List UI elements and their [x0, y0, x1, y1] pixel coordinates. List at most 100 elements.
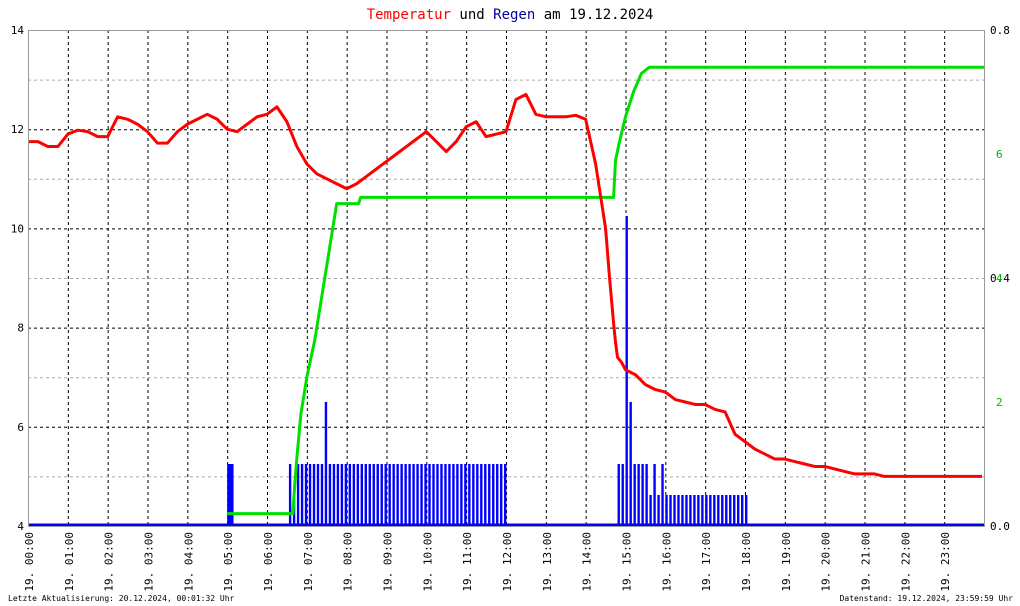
- rain-bar: [653, 464, 656, 526]
- rain-bar: [392, 464, 395, 526]
- rain-bar: [669, 495, 672, 526]
- x-tick-label: 19. 22:00: [899, 532, 912, 592]
- rain-bar: [713, 495, 716, 526]
- title-rain: Regen: [493, 7, 535, 23]
- x-tick-label: 19. 04:00: [182, 532, 195, 592]
- rain-bar: [428, 464, 431, 526]
- rain-bar: [460, 464, 463, 526]
- rain-bar: [689, 495, 692, 526]
- rain-bar: [629, 402, 632, 526]
- rain-bar: [496, 464, 499, 526]
- rain-bar: [633, 464, 636, 526]
- x-tick-label: 19. 12:00: [501, 532, 514, 592]
- rain-bar: [717, 495, 720, 526]
- chart-title: Temperatur und Regen am 19.12.2024: [367, 7, 654, 23]
- x-tick-label: 19. 02:00: [103, 532, 116, 592]
- x-tick-label: 19. 19:00: [780, 532, 793, 592]
- left-tick-label: 10: [11, 222, 24, 235]
- x-tick-label: 19. 15:00: [621, 532, 634, 592]
- x-tick-label: 19. 09:00: [382, 532, 395, 592]
- left-tick-label: 14: [11, 24, 25, 37]
- rain-bar: [701, 495, 704, 526]
- x-tick-label: 19. 03:00: [143, 532, 156, 592]
- x-tick-label: 19. 05:00: [222, 532, 235, 592]
- x-tick-label: 19. 01:00: [63, 532, 76, 592]
- rain-bar: [308, 464, 312, 526]
- rain-bar: [324, 402, 328, 526]
- left-tick-label: 4: [17, 520, 24, 533]
- rain-bar: [352, 464, 356, 526]
- rain-bar: [484, 464, 487, 526]
- x-tick-label: 19. 06:00: [262, 532, 275, 592]
- rain-bar: [328, 464, 332, 526]
- left-tick-label: 6: [17, 421, 24, 434]
- right-rain-tick-label: 0.8: [990, 24, 1010, 37]
- rain-bar: [312, 464, 316, 526]
- rain-bar: [296, 464, 300, 526]
- rain-bar: [456, 464, 459, 526]
- x-tick-label: 19. 17:00: [700, 532, 713, 592]
- rain-bar: [288, 464, 292, 526]
- rain-bar: [400, 464, 403, 526]
- rain-bar: [344, 464, 348, 526]
- rain-bar: [476, 464, 479, 526]
- rain-bar: [440, 464, 443, 526]
- rain-bar: [231, 464, 234, 526]
- series-lines: [28, 65, 984, 516]
- rain-bar: [396, 464, 399, 526]
- rain-bar: [229, 464, 232, 526]
- x-tick-label: 19. 23:00: [939, 532, 952, 592]
- rain-bar: [504, 464, 507, 526]
- rain-bar: [697, 495, 700, 526]
- x-tick-label: 19. 14:00: [581, 532, 594, 592]
- rain-bar: [336, 464, 340, 526]
- x-axis-ticks: 19. 00:00 19. 01:00 19. 02:00 19. 03:00 19. …: [23, 532, 952, 592]
- title-temperature: Temperatur: [367, 7, 451, 23]
- rain-bar: [721, 495, 724, 526]
- rain-bar: [492, 464, 495, 526]
- rain-bar: [464, 464, 467, 526]
- rain-bar: [360, 464, 363, 526]
- rain-bar: [448, 464, 451, 526]
- right-cumulative-tick-label: 4: [996, 272, 1003, 285]
- temperature-line: [28, 92, 983, 478]
- x-tick-label: 19. 18:00: [740, 532, 753, 592]
- x-tick-label: 19. 00:00: [23, 532, 36, 592]
- rain-bar: [665, 495, 668, 526]
- rain-bar: [404, 464, 407, 526]
- rain-bar: [468, 464, 471, 526]
- rain-bar: [356, 464, 360, 526]
- rain-bar: [621, 464, 624, 526]
- rain-bar: [480, 464, 483, 526]
- left-axis-ticks: 4 6 8 10 12 14: [11, 24, 25, 533]
- rain-bar: [649, 495, 652, 526]
- rain-bar: [641, 464, 644, 526]
- rain-bar: [364, 464, 367, 526]
- x-tick-label: 19. 16:00: [660, 532, 673, 592]
- rain-bar: [657, 495, 660, 526]
- right-axis-ticks: 0.0 0.4 0.8 2 4 6: [990, 24, 1010, 533]
- grid-lines: [28, 30, 984, 526]
- left-tick-label: 8: [17, 322, 24, 335]
- x-tick-label: 19. 20:00: [820, 532, 833, 592]
- x-tick-label: 19. 21:00: [860, 532, 873, 592]
- rain-bar: [408, 464, 411, 526]
- rain-bar: [677, 495, 680, 526]
- rain-bar: [661, 464, 664, 526]
- rain-bar: [681, 495, 684, 526]
- rain-bar: [320, 464, 324, 526]
- rain-bar: [745, 495, 748, 526]
- rain-bar: [436, 464, 439, 526]
- rain-bar: [416, 464, 419, 526]
- rain-bar: [709, 495, 712, 526]
- rain-bar: [376, 464, 379, 526]
- rain-bar: [227, 464, 230, 526]
- rain-bar: [372, 464, 375, 526]
- rain-bar: [420, 464, 423, 526]
- rain-bar: [340, 464, 344, 526]
- rain-bar: [368, 464, 371, 526]
- x-tick-label: 19. 11:00: [461, 532, 474, 592]
- rain-bar: [673, 495, 676, 526]
- cumulative-rain-line: [227, 65, 984, 516]
